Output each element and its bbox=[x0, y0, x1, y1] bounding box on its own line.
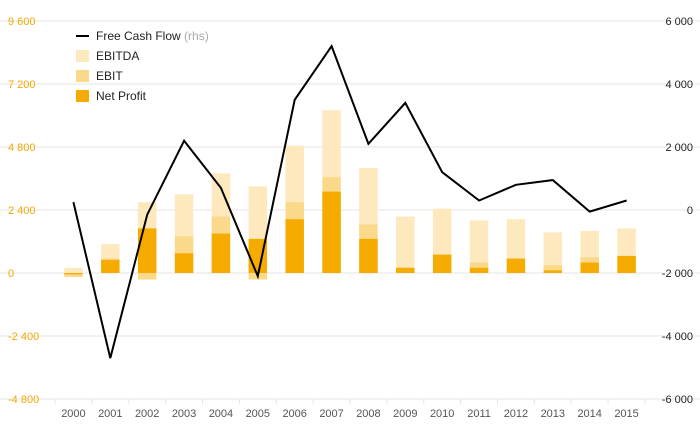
y-right-tick-label: 4 000 bbox=[665, 79, 693, 91]
bar-ebitda-2011 bbox=[469, 220, 489, 273]
x-tick-label: 2003 bbox=[172, 408, 196, 420]
x-tick-label: 2013 bbox=[541, 408, 565, 420]
y-right-tick-label: -2 000 bbox=[662, 268, 693, 280]
free-cash-flow-line bbox=[72, 44, 627, 359]
y-left-tick-label: -2 400 bbox=[8, 331, 39, 343]
legend-marker-net-profit bbox=[76, 90, 89, 102]
bar-ebit-2000 bbox=[64, 273, 83, 277]
bar-net-profit-2011 bbox=[469, 267, 489, 273]
y-left-tick-label: -4 800 bbox=[8, 394, 39, 406]
bar-net-profit-2007 bbox=[322, 191, 341, 273]
x-tick-label: 2001 bbox=[98, 408, 122, 420]
bar-net-profit-2008 bbox=[359, 238, 378, 273]
y-right-tick-label: 2 000 bbox=[665, 142, 693, 154]
bar-ebit-2002 bbox=[137, 273, 157, 280]
legend-suffix: (rhs) bbox=[181, 29, 209, 43]
y-axis-right: -6 000 -4 000 -2 000 0 2 000 4 000 6 000 bbox=[662, 16, 693, 406]
legend: Free Cash Flow (rhs) EBITDA EBIT Net Profit bbox=[76, 29, 209, 103]
x-tick-label: 2015 bbox=[614, 408, 638, 420]
bars bbox=[64, 110, 636, 280]
y-left-tick-label: 4 800 bbox=[8, 142, 36, 154]
x-tick-label: 2007 bbox=[319, 408, 343, 420]
x-axis: 2000 2001 2002 2003 2004 2005 2006 2007 2008 2009… bbox=[61, 408, 639, 420]
y-left-tick-label: 9 600 bbox=[8, 16, 36, 28]
x-tick-label: 2008 bbox=[356, 408, 380, 420]
bar-net-profit-2004 bbox=[211, 233, 231, 273]
bar-ebit-2013 bbox=[543, 265, 563, 273]
x-tick-label: 2006 bbox=[282, 408, 306, 420]
legend-label-net-profit: Net Profit bbox=[96, 89, 147, 103]
bar-net-profit-2000 bbox=[64, 273, 83, 275]
x-tick-label: 2004 bbox=[209, 408, 233, 420]
fcf-line-layer bbox=[72, 44, 627, 359]
y-right-tick-label: 0 bbox=[687, 205, 693, 217]
legend-label-ebit: EBIT bbox=[96, 69, 123, 83]
x-tick-label: 2000 bbox=[61, 408, 85, 420]
bar-net-profit-2012 bbox=[506, 258, 526, 273]
bar-ebitda-2000 bbox=[64, 267, 83, 273]
y-left-tick-label: 0 bbox=[8, 268, 14, 280]
legend-marker-ebitda bbox=[76, 50, 89, 62]
y-axis-left: -4 800 -2 400 0 2 400 4 800 7 200 9 600 bbox=[8, 16, 39, 406]
bar-net-profit-2006 bbox=[285, 219, 304, 273]
x-tick-label: 2002 bbox=[135, 408, 159, 420]
bar-net-profit-2002 bbox=[137, 228, 157, 273]
y-left-tick-label: 2 400 bbox=[8, 205, 36, 217]
y-left-tick-label: 7 200 bbox=[8, 79, 36, 91]
x-tick-label: 2012 bbox=[504, 408, 528, 420]
y-right-tick-label: -4 000 bbox=[662, 331, 693, 343]
legend-label-free-cash-flow: Free Cash Flow (rhs) bbox=[96, 29, 209, 43]
bar-ebitda-2013 bbox=[543, 232, 563, 273]
x-tick-label: 2010 bbox=[430, 408, 454, 420]
legend-marker-ebit bbox=[76, 70, 89, 82]
y-right-tick-label: -6 000 bbox=[662, 394, 693, 406]
x-tick-label: 2011 bbox=[467, 408, 491, 420]
bar-net-profit-2003 bbox=[174, 253, 194, 273]
x-tick-label: 2014 bbox=[577, 408, 601, 420]
bar-ebitda-2009 bbox=[396, 216, 415, 273]
bar-net-profit-2009 bbox=[396, 267, 415, 273]
x-tick-label: 2005 bbox=[246, 408, 270, 420]
bar-net-profit-2015 bbox=[617, 255, 636, 273]
bar-net-profit-2014 bbox=[580, 262, 599, 273]
bar-net-profit-2010 bbox=[432, 254, 452, 273]
bar-net-profit-2001 bbox=[101, 259, 120, 273]
bar-net-profit-2013 bbox=[543, 270, 563, 273]
y-right-tick-label: 6 000 bbox=[665, 16, 693, 28]
legend-label-ebitda: EBITDA bbox=[96, 49, 139, 63]
x-tick-label: 2009 bbox=[393, 408, 417, 420]
